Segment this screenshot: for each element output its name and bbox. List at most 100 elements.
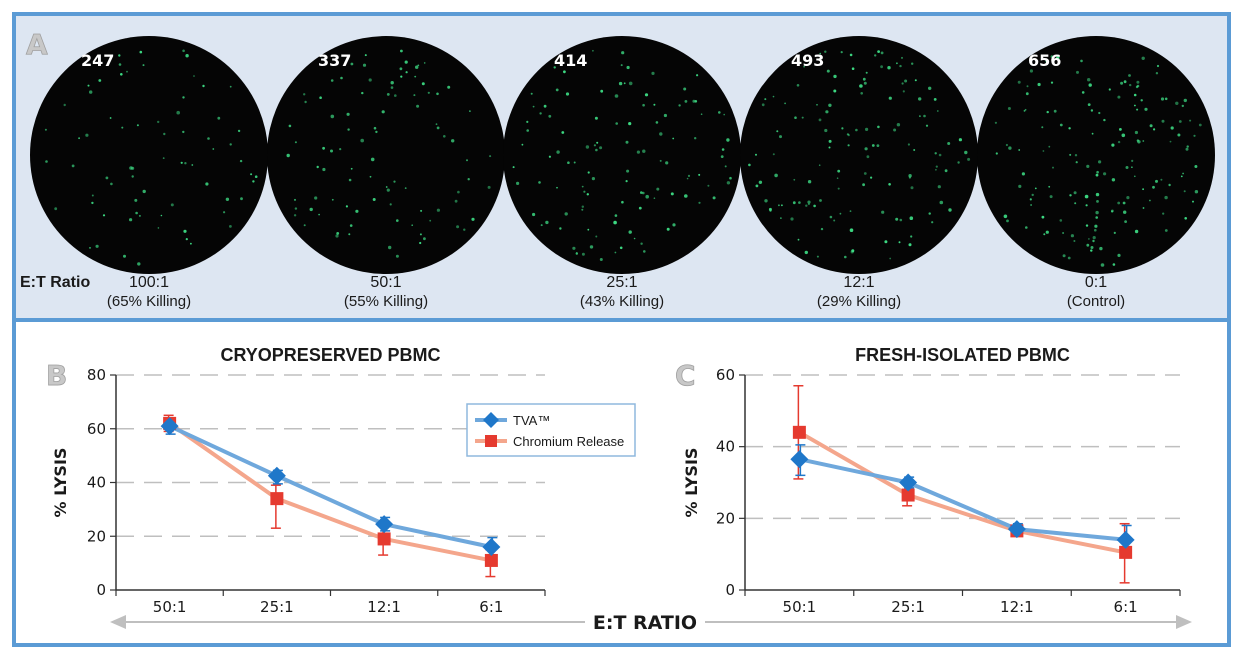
cell-dot [1008, 146, 1012, 150]
cell-dot [874, 54, 877, 57]
cell-dot [865, 71, 868, 74]
cell-dot [623, 82, 626, 85]
cell-dot [672, 137, 675, 140]
cell-dot [899, 218, 903, 222]
cell-dot [1153, 128, 1156, 131]
cell-dot [935, 165, 938, 168]
cell-dot [707, 184, 710, 187]
cell-dot [530, 92, 533, 95]
cell-dot [396, 219, 399, 222]
cell-dot [423, 237, 426, 241]
et-ratio-arrow: E:T RATIO [110, 612, 1192, 634]
cell-dot [614, 251, 617, 254]
cell-dot [135, 211, 138, 215]
cell-dot [185, 54, 189, 58]
cell-dot [1128, 74, 1131, 77]
cell-dot [565, 92, 570, 96]
well-dish [740, 36, 978, 274]
cell-dot [911, 62, 914, 65]
cell-dot [193, 75, 195, 77]
cell-dot [1161, 119, 1165, 123]
cell-dot [375, 130, 378, 134]
cell-dot [863, 81, 867, 85]
chart-c: C FRESH-ISOLATED PBMC % LYSIS 0 20 40 60 50:1 25… [675, 345, 1181, 616]
cell-dot [798, 201, 801, 204]
cell-dot [1142, 207, 1145, 209]
cell-dot [626, 169, 630, 173]
cell-dot [314, 196, 318, 200]
cell-dot [720, 155, 724, 159]
cell-dot [521, 143, 524, 146]
cell-dot [419, 233, 422, 236]
cell-dot [532, 105, 535, 108]
well-3: 414 25:1 (43% Killing) [503, 36, 741, 310]
cell-dot [229, 143, 232, 146]
well-1: 247 100:1 (65% Killing) [30, 36, 268, 310]
legend-label-chromium: Chromium Release [513, 434, 624, 449]
cell-dot [545, 220, 549, 225]
cell-dot [576, 252, 578, 254]
cell-dot [724, 165, 727, 168]
cell-dot [1003, 214, 1008, 219]
cell-dot [896, 123, 901, 127]
cell-dot [1140, 99, 1143, 102]
cell-dot [592, 49, 594, 52]
cell-dot [937, 185, 941, 189]
cell-dot [748, 163, 751, 167]
cell-dot [698, 173, 701, 176]
cell-dot [824, 50, 827, 53]
cell-dot [819, 199, 822, 202]
cell-dot [190, 242, 192, 245]
cell-dot [348, 178, 352, 182]
cell-dot [316, 165, 319, 169]
cell-dot [405, 71, 408, 74]
cell-dot [772, 95, 775, 98]
cell-dot [931, 221, 934, 224]
cell-dot [726, 138, 730, 142]
cell-dot [888, 96, 892, 100]
cell-dot [910, 186, 914, 190]
cell-dot [561, 131, 565, 134]
cell-dot [466, 159, 468, 162]
cell-dot [794, 116, 797, 119]
cell-dot [1103, 172, 1107, 176]
cell-dot [587, 228, 590, 231]
cell-dot [907, 143, 911, 146]
cell-dot [129, 218, 133, 222]
cell-dot [758, 180, 763, 184]
cell-dot [1048, 145, 1051, 148]
cell-dot [1123, 210, 1127, 214]
cell-dot [436, 126, 440, 130]
cell-dot [684, 100, 688, 103]
panel-letter: C [675, 359, 696, 392]
cell-dot [698, 201, 701, 204]
cell-dot [1053, 109, 1057, 113]
cell-dot [581, 208, 584, 211]
cell-dot [443, 135, 446, 138]
cell-dot [372, 198, 376, 201]
cell-dot [862, 183, 865, 187]
cell-dot [110, 182, 113, 186]
cell-dot [807, 203, 810, 206]
cell-dot [659, 159, 662, 162]
cell-dot [621, 51, 625, 55]
cell-dot [1041, 215, 1045, 219]
cell-dot [619, 246, 623, 250]
y-tick-label: 20 [87, 527, 106, 545]
cell-dot [414, 75, 417, 78]
cell-dot [564, 212, 568, 216]
well-dish [267, 36, 505, 274]
cell-dot [726, 181, 731, 185]
cell-dot [567, 161, 570, 164]
cell-dot [1090, 109, 1094, 112]
cell-dot [653, 197, 656, 199]
cell-dot [1184, 217, 1187, 220]
cell-dot [833, 219, 836, 222]
cell-dot [1164, 97, 1168, 101]
y-tick-label: 40 [87, 474, 106, 492]
cell-dot [1144, 107, 1148, 111]
cell-dot [893, 128, 897, 132]
cell-dot [1085, 224, 1089, 227]
cell-dot [348, 233, 351, 236]
